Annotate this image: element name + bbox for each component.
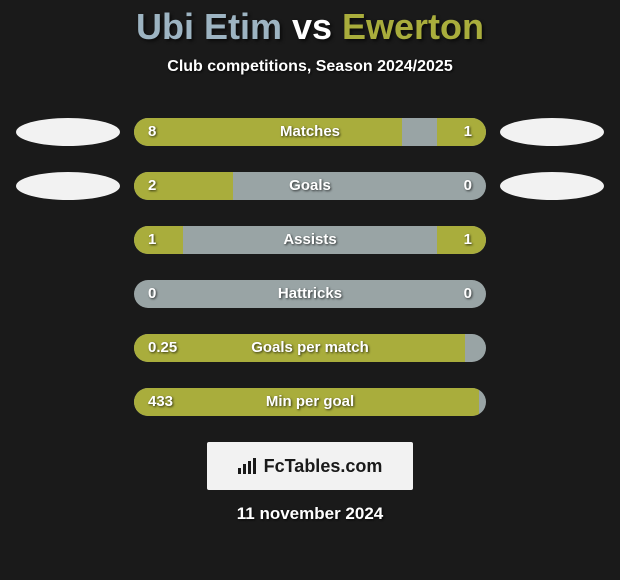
title-vs: vs [282, 6, 342, 47]
page-title: Ubi Etim vs Ewerton [0, 0, 620, 48]
player2-ellipse [500, 172, 604, 200]
title-player1: Ubi Etim [136, 6, 282, 47]
stat-bar: 81Matches [134, 118, 486, 146]
stat-bar: 0.25Goals per match [134, 334, 486, 362]
subtitle: Club competitions, Season 2024/2025 [0, 58, 620, 76]
stat-bar: 11Assists [134, 226, 486, 254]
stat-label: Matches [134, 118, 486, 146]
stat-row: 00Hattricks [0, 280, 620, 308]
date-text: 11 november 2024 [0, 504, 620, 524]
stat-label: Goals per match [134, 334, 486, 362]
stat-row: 11Assists [0, 226, 620, 254]
title-player2: Ewerton [342, 6, 484, 47]
player2-ellipse [500, 118, 604, 146]
player1-ellipse [16, 118, 120, 146]
stat-row: 81Matches [0, 118, 620, 146]
stat-label: Hattricks [134, 280, 486, 308]
stat-row: 20Goals [0, 172, 620, 200]
branding-badge: FcTables.com [207, 442, 413, 490]
chart-icon [238, 458, 258, 474]
stat-row: 433Min per goal [0, 388, 620, 416]
stat-label: Assists [134, 226, 486, 254]
stat-bar: 00Hattricks [134, 280, 486, 308]
stat-bar: 433Min per goal [134, 388, 486, 416]
stat-bar: 20Goals [134, 172, 486, 200]
stats-area: 81Matches 20Goals 11Assists 00Hattricks 0.25… [0, 118, 620, 416]
branding-text: FcTables.com [264, 456, 383, 477]
stat-row: 0.25Goals per match [0, 334, 620, 362]
player1-ellipse [16, 172, 120, 200]
stat-label: Min per goal [134, 388, 486, 416]
stat-label: Goals [134, 172, 486, 200]
